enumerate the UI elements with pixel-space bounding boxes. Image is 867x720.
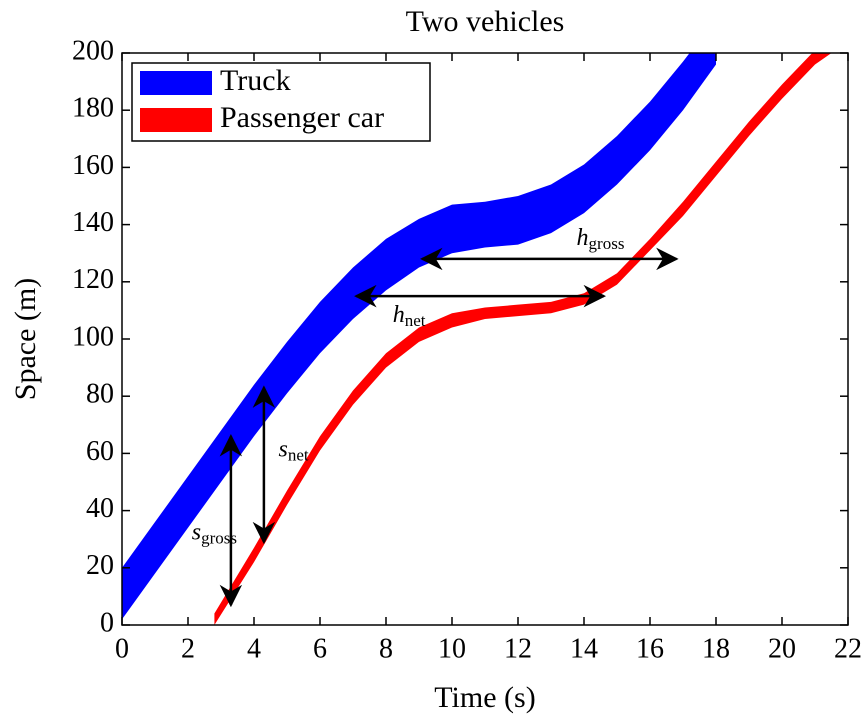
y-tick-label: 180 <box>72 93 114 124</box>
annotation-symbol: h <box>393 302 405 328</box>
x-tick-label: 8 <box>379 633 393 664</box>
legend-label: Truck <box>220 64 291 97</box>
annotation-subscript: net <box>288 445 309 464</box>
vehicle-band <box>122 53 716 620</box>
legend-swatch <box>140 108 212 132</box>
plot-area <box>122 53 832 625</box>
annotation-label: sgross <box>192 519 237 547</box>
annotation-subscript: gross <box>201 528 237 547</box>
annotation-symbol: h <box>577 224 589 250</box>
x-tick-label: 22 <box>834 633 862 664</box>
x-tick-label: 20 <box>768 633 796 664</box>
annotation-label: hnet <box>393 302 426 330</box>
vehicle-band <box>214 53 832 625</box>
y-tick-label: 40 <box>86 493 114 524</box>
x-tick-label: 12 <box>504 633 532 664</box>
annotation-symbol: s <box>192 519 201 545</box>
x-tick-label: 4 <box>247 633 261 664</box>
x-tick-label: 0 <box>115 633 129 664</box>
annotation-symbol: s <box>279 436 288 462</box>
x-tick-label: 14 <box>570 633 598 664</box>
y-tick-label: 0 <box>100 607 114 638</box>
y-tick-label: 160 <box>72 150 114 181</box>
x-axis-label: Time (s) <box>434 681 535 714</box>
chart-title: Two vehicles <box>406 5 565 38</box>
annotation-label: snet <box>279 436 309 464</box>
y-tick-label: 60 <box>86 436 114 467</box>
x-tick-label: 6 <box>313 633 327 664</box>
x-tick-label: 2 <box>181 633 195 664</box>
annotation-label: hgross <box>577 224 625 252</box>
y-tick-label: 140 <box>72 207 114 238</box>
x-tick-label: 16 <box>636 633 664 664</box>
annotation-subscript: net <box>405 311 426 330</box>
y-tick-label: 120 <box>72 264 114 295</box>
y-tick-label: 200 <box>72 35 114 66</box>
y-axis-label: Space (m) <box>9 278 42 400</box>
y-tick-label: 100 <box>72 321 114 352</box>
legend-swatch <box>140 71 212 95</box>
y-tick-label: 80 <box>86 379 114 410</box>
x-tick-label: 10 <box>438 633 466 664</box>
y-tick-label: 20 <box>86 550 114 581</box>
legend-label: Passenger car <box>220 101 384 134</box>
x-tick-label: 18 <box>702 633 730 664</box>
annotation-subscript: gross <box>589 234 625 253</box>
